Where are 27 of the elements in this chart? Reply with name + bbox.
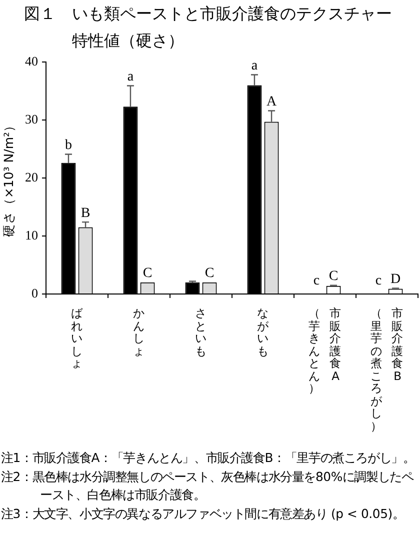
y-axis-title: 硬さ（×10³ N/m²） [0, 118, 16, 238]
data-label: b [64, 138, 72, 153]
chart-title: 図１ いも類ペーストと市販介護食のテクスチャー特性値（硬さ） [24, 3, 393, 52]
data-label: a [127, 69, 134, 84]
data-label: D [390, 272, 401, 287]
text: c [313, 274, 320, 289]
y-tick-label: 10 [25, 227, 38, 242]
category-label: 市販介護食A （芋きんとん） [308, 306, 342, 395]
category-label: 市販介護食B （里芋の煮ころがし） [370, 306, 404, 432]
y-tick-label: 20 [25, 169, 38, 184]
text: 注2：黒色棒は水分調整無しのペースト、灰色棒は水分量を80%に調製したペースト、白色棒は市販介護食。 [1, 468, 415, 504]
x-tick-label: ながいも [256, 306, 270, 358]
x-tick-label: さといも [194, 306, 208, 358]
y-tick-label: 40 [25, 53, 38, 68]
text: 注1：市販介護食A：「芋きんとん」、市販介護食B：「里芋の煮ころがし」。 [1, 449, 416, 467]
text: c [375, 274, 382, 289]
data-label: a [251, 58, 258, 74]
y-tick-label: 30 [25, 111, 38, 126]
data-label: C [328, 268, 338, 284]
x-tick-label: かんしょ [132, 306, 146, 358]
data-label: A [266, 94, 278, 110]
data-label: B [80, 206, 90, 221]
data-label: C [204, 266, 214, 282]
data-label: C [142, 266, 152, 282]
y-tick-label: 0 [32, 285, 38, 300]
x-tick-label: ばれいしょ [70, 306, 84, 370]
text: 注3：大文字、小文字の異なるアルファベット間に有意差あり (p < 0.05)。 [1, 504, 406, 523]
